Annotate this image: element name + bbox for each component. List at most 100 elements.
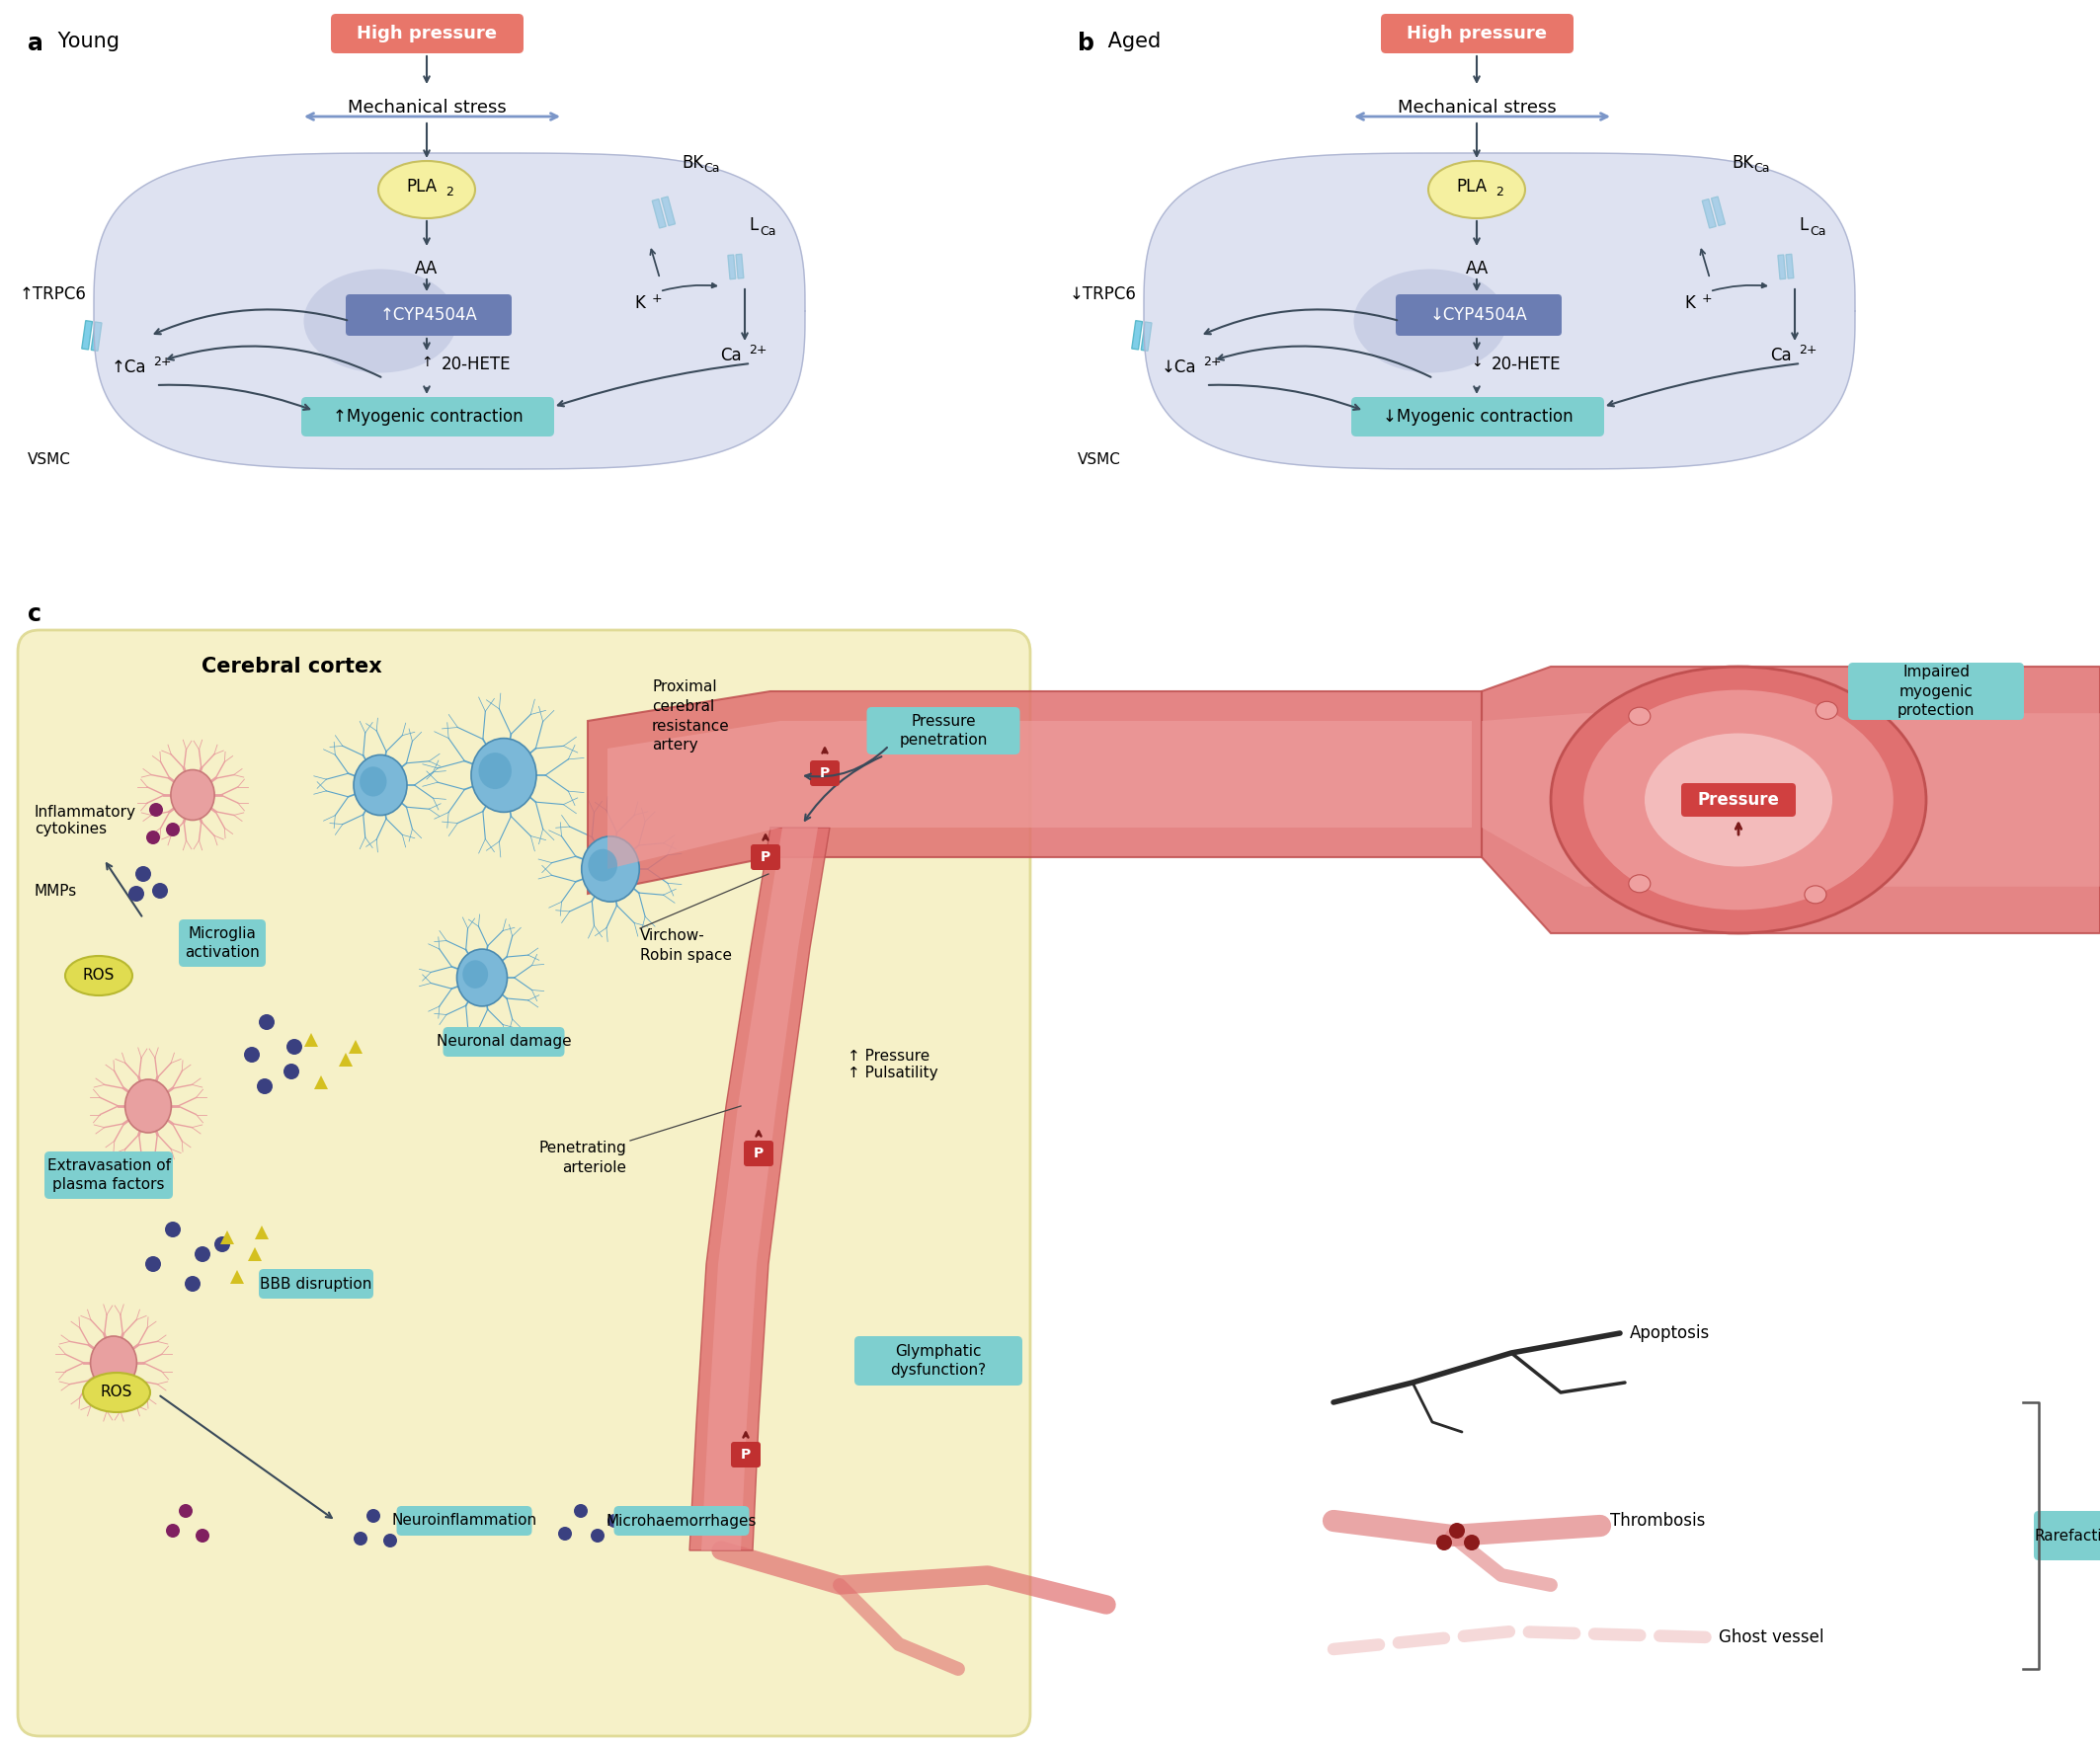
Text: BK: BK <box>1732 153 1753 173</box>
Text: ↓CYP4504A: ↓CYP4504A <box>1430 307 1527 324</box>
Text: PLA: PLA <box>407 178 437 195</box>
Polygon shape <box>1483 666 2100 933</box>
Circle shape <box>195 1529 210 1542</box>
Text: 2+: 2+ <box>1800 344 1816 356</box>
Bar <box>1785 255 1793 279</box>
Text: Ca: Ca <box>1754 162 1770 176</box>
Text: Ca: Ca <box>720 347 741 364</box>
Circle shape <box>353 1531 367 1545</box>
Text: Ca: Ca <box>704 162 720 176</box>
FancyBboxPatch shape <box>332 14 523 54</box>
Polygon shape <box>689 828 830 1550</box>
Ellipse shape <box>588 849 617 881</box>
Polygon shape <box>304 1032 317 1046</box>
Circle shape <box>256 1078 273 1093</box>
Ellipse shape <box>1630 875 1651 893</box>
FancyBboxPatch shape <box>397 1507 531 1536</box>
Polygon shape <box>338 1053 353 1067</box>
Circle shape <box>244 1046 260 1062</box>
Ellipse shape <box>65 956 132 996</box>
Circle shape <box>195 1247 210 1263</box>
Ellipse shape <box>359 767 386 797</box>
Text: ↑: ↑ <box>420 356 433 370</box>
Text: K: K <box>1684 295 1695 312</box>
Polygon shape <box>231 1270 244 1284</box>
Polygon shape <box>1144 153 1854 469</box>
Polygon shape <box>1483 713 2100 886</box>
Text: a: a <box>27 31 44 56</box>
Text: ROS: ROS <box>101 1385 132 1400</box>
Text: 2+: 2+ <box>750 344 766 356</box>
Bar <box>1711 197 1724 225</box>
FancyBboxPatch shape <box>613 1507 750 1536</box>
Circle shape <box>185 1277 200 1292</box>
Text: Penetrating
arteriole: Penetrating arteriole <box>538 1141 626 1175</box>
Circle shape <box>1464 1535 1480 1550</box>
FancyBboxPatch shape <box>855 1336 1023 1385</box>
Text: +: + <box>651 291 662 305</box>
Text: ↓: ↓ <box>1470 356 1483 370</box>
Text: 2+: 2+ <box>153 356 172 368</box>
Ellipse shape <box>1428 160 1525 218</box>
Text: +: + <box>1701 291 1712 305</box>
FancyBboxPatch shape <box>731 1442 760 1467</box>
Circle shape <box>284 1064 300 1080</box>
Ellipse shape <box>1644 732 1833 867</box>
FancyBboxPatch shape <box>443 1027 565 1057</box>
Ellipse shape <box>378 160 475 218</box>
Text: Ca: Ca <box>1770 347 1791 364</box>
FancyBboxPatch shape <box>17 630 1031 1735</box>
Text: Apoptosis: Apoptosis <box>1630 1324 1709 1343</box>
Bar <box>729 255 735 279</box>
Circle shape <box>214 1236 231 1252</box>
FancyBboxPatch shape <box>178 919 267 966</box>
Text: Glymphatic
dysfunction?: Glymphatic dysfunction? <box>890 1343 987 1378</box>
Ellipse shape <box>1816 701 1838 719</box>
Circle shape <box>1449 1523 1466 1538</box>
Ellipse shape <box>1550 666 1926 933</box>
Circle shape <box>1436 1535 1451 1550</box>
FancyBboxPatch shape <box>1396 295 1562 337</box>
Circle shape <box>145 1256 162 1271</box>
FancyBboxPatch shape <box>811 760 840 787</box>
Polygon shape <box>254 1226 269 1240</box>
Text: BBB disruption: BBB disruption <box>260 1277 372 1291</box>
Polygon shape <box>220 1231 233 1243</box>
Ellipse shape <box>170 769 214 820</box>
Polygon shape <box>607 720 1472 869</box>
Text: 20-HETE: 20-HETE <box>1491 356 1560 373</box>
Text: L: L <box>1800 216 1808 234</box>
Text: Inflammatory
cytokines: Inflammatory cytokines <box>34 804 136 837</box>
Circle shape <box>151 882 168 898</box>
Polygon shape <box>588 691 1483 893</box>
Text: PLA: PLA <box>1457 178 1487 195</box>
Text: Virchow-
Robin space: Virchow- Robin space <box>640 928 733 963</box>
Circle shape <box>384 1533 397 1547</box>
Ellipse shape <box>458 949 508 1006</box>
Text: Ca: Ca <box>1810 225 1825 237</box>
Circle shape <box>147 830 160 844</box>
FancyBboxPatch shape <box>867 706 1021 755</box>
Text: P: P <box>741 1448 752 1461</box>
FancyBboxPatch shape <box>1848 663 2024 720</box>
Circle shape <box>367 1509 380 1523</box>
Text: Cerebral cortex: Cerebral cortex <box>202 657 382 677</box>
FancyBboxPatch shape <box>750 844 781 870</box>
Text: Proximal
cerebral
resistance
artery: Proximal cerebral resistance artery <box>651 680 729 753</box>
Text: Neuronal damage: Neuronal damage <box>437 1034 571 1050</box>
Text: 2+: 2+ <box>1203 356 1222 368</box>
Text: ↑CYP4504A: ↑CYP4504A <box>380 307 477 324</box>
FancyBboxPatch shape <box>743 1141 773 1167</box>
Text: Pressure: Pressure <box>1697 792 1779 809</box>
Ellipse shape <box>353 755 407 814</box>
Text: 2: 2 <box>1495 187 1504 199</box>
FancyBboxPatch shape <box>258 1270 374 1299</box>
Polygon shape <box>248 1247 262 1261</box>
Text: AA: AA <box>1466 260 1489 277</box>
Text: K: K <box>634 295 645 312</box>
Ellipse shape <box>470 738 536 813</box>
Circle shape <box>258 1015 275 1031</box>
Circle shape <box>166 823 181 837</box>
Polygon shape <box>94 153 804 469</box>
Bar <box>1132 321 1142 349</box>
